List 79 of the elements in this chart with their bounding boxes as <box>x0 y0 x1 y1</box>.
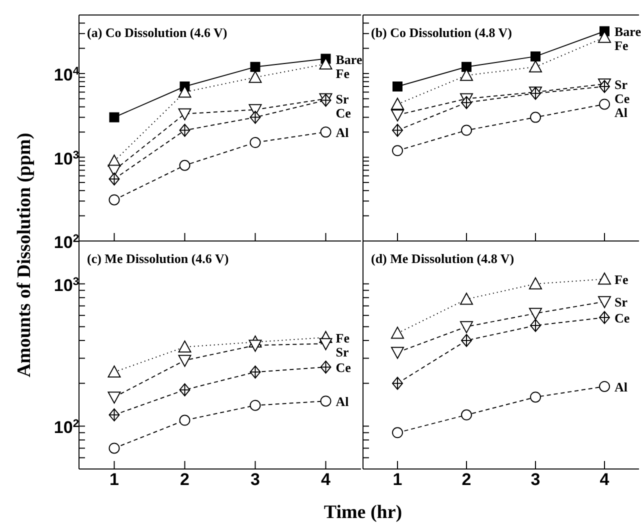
point <box>179 160 190 171</box>
point <box>248 70 262 83</box>
y-axis-title: Amounts of Dissolution (ppm) <box>14 132 35 378</box>
point <box>178 340 192 352</box>
x-tick-label: 3 <box>530 470 540 489</box>
series-label: Ce <box>336 360 352 376</box>
point <box>529 60 542 72</box>
point <box>108 442 120 454</box>
point <box>178 354 192 367</box>
series-label: Fe <box>336 66 350 81</box>
series-label: Al <box>336 394 350 410</box>
x-tick-label: 4 <box>600 470 610 489</box>
point <box>250 400 261 411</box>
point <box>319 338 332 350</box>
series-label: Ce <box>336 106 352 121</box>
point <box>391 326 404 339</box>
point <box>391 109 404 122</box>
y-tick-label: 10$^{2}$ <box>54 418 79 438</box>
series-label: Fe <box>614 272 628 288</box>
x-tick-label: 2 <box>462 470 472 489</box>
point <box>598 272 611 285</box>
point <box>392 427 403 438</box>
point <box>108 366 121 378</box>
x-tick-label: 1 <box>110 470 119 489</box>
point <box>391 346 404 359</box>
series-label: Fe <box>614 38 628 54</box>
point <box>109 112 120 122</box>
point <box>319 57 332 70</box>
point <box>461 124 472 136</box>
series-label: Al <box>336 125 350 140</box>
point <box>392 145 403 156</box>
text: (a) Co Dissolution (4.6 V) <box>87 25 228 40</box>
point <box>530 112 541 123</box>
point <box>248 340 262 352</box>
point <box>178 108 192 120</box>
point <box>179 414 190 426</box>
series-label: Ce <box>614 90 630 106</box>
point <box>598 296 611 308</box>
point <box>462 62 472 72</box>
series-label: Sr <box>336 92 349 107</box>
point <box>250 62 260 72</box>
x-tick-label: 4 <box>321 470 332 489</box>
point <box>530 51 540 62</box>
point <box>460 321 473 334</box>
point <box>391 98 404 110</box>
y-tick-label: 10$^{3}$ <box>54 276 79 295</box>
x-tick-label: 2 <box>180 470 190 489</box>
point <box>530 392 541 403</box>
series-label: Bare <box>614 24 641 40</box>
series-label: Al <box>614 104 628 120</box>
point <box>392 82 402 92</box>
series-label: Sr <box>336 344 349 360</box>
y-tick-label: 10$^{4}$ <box>54 66 80 85</box>
point <box>108 194 120 206</box>
x-axis-title: Time (hr) <box>324 502 402 523</box>
x-tick-label: 3 <box>250 470 260 489</box>
point <box>599 380 610 392</box>
point <box>529 308 542 320</box>
text: (c) Me Dissolution (4.6 V) <box>87 251 229 266</box>
text: (d) Me Dissolution (4.8 V) <box>371 251 514 266</box>
point <box>320 396 332 407</box>
point <box>529 277 542 290</box>
y-tick-label: 10$^{2}$ <box>54 233 79 252</box>
series-label: Al <box>614 379 628 394</box>
series-label: Sr <box>614 76 628 92</box>
y-tick-label: 10$^{3}$ <box>54 149 79 168</box>
series-label: Sr <box>614 294 628 310</box>
series-label: Bare <box>336 52 362 67</box>
point <box>599 98 610 110</box>
point <box>461 409 472 420</box>
point <box>320 126 332 138</box>
text: (b) Co Dissolution (4.8 V) <box>371 25 512 40</box>
point <box>178 86 192 98</box>
point <box>250 137 261 148</box>
series-label: Fe <box>336 330 350 346</box>
x-tick-label: 1 <box>392 470 402 489</box>
point <box>108 392 121 404</box>
series-label: Ce <box>614 310 630 326</box>
point <box>460 292 473 305</box>
